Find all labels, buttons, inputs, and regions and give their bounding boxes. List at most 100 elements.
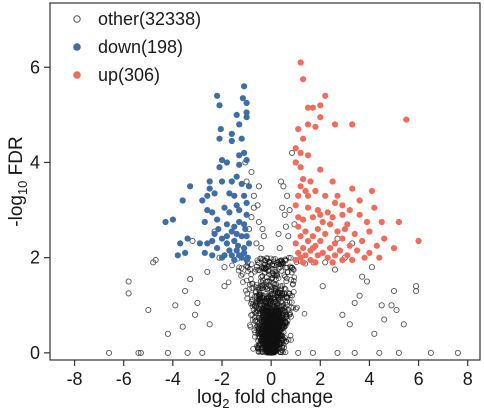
other-point	[282, 311, 289, 318]
other-point	[294, 304, 300, 311]
down-point	[218, 254, 226, 261]
other-point	[253, 240, 260, 247]
other-point	[152, 256, 159, 264]
up-point	[344, 252, 351, 259]
other-point	[229, 262, 235, 269]
up-point	[327, 221, 334, 228]
up-point	[304, 192, 312, 199]
up-point	[297, 59, 304, 66]
other-point	[255, 183, 262, 190]
other-point	[244, 290, 251, 297]
down-point	[196, 240, 203, 247]
other-point	[371, 330, 378, 337]
other-point	[274, 333, 281, 339]
other-point	[182, 287, 189, 295]
other-point	[257, 278, 264, 285]
down-point	[243, 211, 250, 218]
other-point	[258, 265, 265, 272]
up-point	[331, 199, 339, 206]
other-point	[288, 149, 296, 156]
other-point	[376, 349, 383, 356]
up-point	[381, 235, 388, 242]
down-point	[218, 235, 226, 242]
other-point	[269, 274, 276, 281]
up-point	[319, 249, 326, 256]
down-point	[238, 233, 245, 240]
other-point	[256, 260, 262, 266]
down-point	[214, 245, 221, 252]
up-point	[312, 123, 319, 130]
up-point	[304, 121, 312, 128]
up-point	[314, 252, 321, 259]
other-point	[351, 299, 358, 306]
up-point	[295, 249, 302, 256]
other-point	[187, 276, 194, 283]
other-point	[248, 214, 255, 221]
other-point	[284, 299, 290, 305]
other-point	[275, 230, 282, 237]
other-point	[267, 318, 274, 325]
up-point	[366, 228, 373, 235]
up-point	[300, 216, 307, 223]
other-point	[271, 258, 277, 265]
other-point	[164, 330, 171, 337]
other-point	[255, 218, 262, 226]
other-point	[253, 317, 259, 324]
up-point	[356, 197, 363, 204]
other-point	[194, 299, 201, 306]
other-point	[255, 348, 262, 355]
other-point	[275, 275, 282, 282]
other-point	[395, 349, 402, 356]
up-point	[314, 226, 321, 233]
other-point	[255, 267, 261, 273]
dense-point-cloud	[225, 254, 317, 356]
down-point	[177, 240, 184, 247]
up-point	[300, 245, 307, 252]
other-point	[346, 321, 353, 328]
up-point	[329, 259, 336, 266]
up-point	[371, 204, 378, 211]
other-point	[135, 349, 142, 356]
other-point	[258, 308, 265, 315]
up-point	[331, 121, 339, 128]
up-point	[349, 121, 356, 128]
other-point	[236, 264, 242, 271]
down-point	[162, 218, 169, 226]
down-point	[209, 252, 216, 259]
other-point	[359, 273, 366, 280]
up-point	[309, 214, 316, 221]
other-point	[286, 254, 292, 261]
down-point	[214, 216, 221, 223]
other-point	[261, 257, 268, 264]
up-point	[373, 242, 380, 249]
up-point	[312, 187, 319, 195]
down-point	[233, 202, 240, 209]
up-point	[359, 237, 366, 245]
up-point	[295, 223, 302, 230]
down-point	[218, 157, 226, 164]
up-point	[329, 214, 336, 221]
x-tick-label: -4	[165, 369, 181, 389]
other-point	[272, 268, 279, 275]
other-point	[427, 349, 434, 356]
other-point	[280, 312, 286, 319]
other-point	[368, 264, 375, 271]
up-point	[297, 254, 304, 261]
legend-marker	[73, 43, 81, 51]
legend: other(32338) down(198) up(306)	[73, 9, 201, 85]
other-point	[271, 317, 278, 323]
other-point	[221, 264, 228, 271]
other-point	[339, 311, 346, 318]
up-point	[331, 240, 339, 247]
up-point	[395, 218, 402, 226]
down-point	[209, 209, 216, 216]
other-point	[266, 329, 273, 336]
other-point	[259, 273, 266, 279]
up-point	[415, 237, 422, 245]
down-point	[236, 207, 243, 214]
y-tick-label: 2	[30, 248, 40, 268]
other-point	[255, 346, 262, 352]
down-point	[182, 249, 189, 256]
other-point	[284, 264, 290, 271]
other-point	[282, 223, 289, 230]
